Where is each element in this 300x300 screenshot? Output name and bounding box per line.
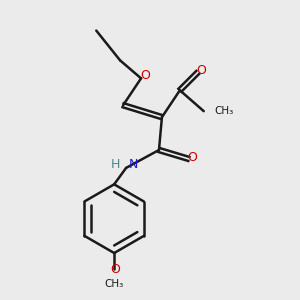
Text: O: O (111, 263, 121, 276)
Text: O: O (187, 151, 197, 164)
Text: CH₃: CH₃ (104, 279, 124, 290)
Text: H: H (111, 158, 120, 171)
Text: CH₃: CH₃ (214, 106, 233, 116)
Text: O: O (196, 64, 206, 77)
Text: O: O (141, 69, 151, 82)
Text: N: N (129, 158, 139, 171)
